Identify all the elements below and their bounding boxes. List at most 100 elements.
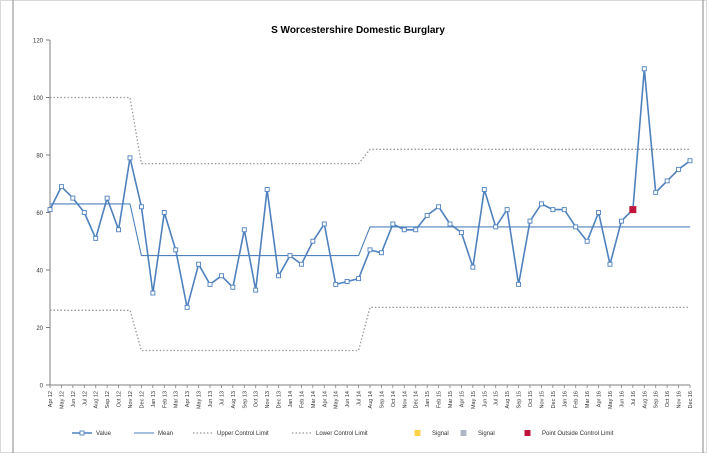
legend-label: Mean xyxy=(158,431,173,437)
value-marker xyxy=(687,158,693,164)
x-tick-label: Nov 13 xyxy=(265,391,271,408)
value-marker xyxy=(81,210,87,215)
series-line-mean xyxy=(50,203,690,257)
value-marker xyxy=(436,204,442,210)
x-tick-label: Nov 15 xyxy=(539,391,545,408)
y-tick-label: 80 xyxy=(36,154,43,160)
value-marker xyxy=(150,290,156,296)
value-marker xyxy=(58,184,64,190)
value-marker xyxy=(584,238,590,244)
x-tick-label: Sep 14 xyxy=(379,391,385,408)
x-tick-label: Dec 14 xyxy=(414,391,420,408)
value-marker xyxy=(230,284,236,290)
x-tick-label: Mar 14 xyxy=(311,391,317,408)
value-marker xyxy=(356,276,362,282)
x-tick-label: Oct 14 xyxy=(391,391,397,407)
x-tick-label: Jul 12 xyxy=(82,391,88,406)
x-tick-label: Jul 14 xyxy=(357,391,363,406)
x-tick-label: Jun 12 xyxy=(71,391,77,408)
x-tick-label: Apr 13 xyxy=(185,391,191,407)
x-tick-label: Oct 12 xyxy=(117,391,123,407)
x-tick-label: Dec 13 xyxy=(277,391,283,408)
value-marker xyxy=(184,304,190,310)
value-marker xyxy=(378,250,384,256)
x-tick-label: Apr 16 xyxy=(597,391,603,407)
value-marker xyxy=(207,281,213,287)
value-marker xyxy=(93,235,99,241)
value-marker xyxy=(641,66,647,72)
y-tick-label: 60 xyxy=(36,211,43,217)
value-marker xyxy=(538,201,544,207)
x-axis: Apr 12 May 12 Jun 12 Jul 12 Aug 12 Sep 12 Oct … xyxy=(48,384,694,409)
legend-swatch-marker xyxy=(460,430,467,436)
value-marker xyxy=(390,221,396,227)
legend-swatch-marker xyxy=(414,430,421,436)
value-marker xyxy=(241,227,247,233)
x-tick-label: Jul 15 xyxy=(494,391,500,406)
legend: Value Mean Upper Control Limit Lower Contro… xyxy=(72,430,614,437)
value-markers xyxy=(47,66,693,310)
series-line-upper-control-limit xyxy=(50,96,690,165)
value-marker xyxy=(504,207,510,213)
value-marker xyxy=(276,273,282,279)
legend-label: Upper Control Limit xyxy=(217,431,269,437)
outside-control-limit-marker xyxy=(629,206,637,214)
x-tick-label: Feb 16 xyxy=(574,391,580,408)
x-tick-label: Sep 16 xyxy=(654,391,660,408)
value-marker xyxy=(310,238,316,244)
value-marker xyxy=(596,210,602,215)
y-tick-label: 100 xyxy=(33,96,44,102)
legend-label: Signal xyxy=(432,431,449,437)
value-marker xyxy=(550,207,556,213)
value-marker xyxy=(321,221,327,227)
legend-label: Lower Control Limit xyxy=(316,431,368,437)
x-tick-label: Oct 13 xyxy=(254,391,260,407)
value-marker xyxy=(298,261,304,267)
x-tick-label: Mar 15 xyxy=(448,391,454,408)
value-marker xyxy=(413,227,419,233)
x-tick-label: Dec 16 xyxy=(688,391,694,408)
x-tick-label: May 15 xyxy=(471,391,477,409)
value-marker xyxy=(470,264,476,270)
x-tick-label: May 16 xyxy=(608,391,614,409)
value-marker xyxy=(333,281,339,287)
x-tick-label: Oct 16 xyxy=(665,391,671,407)
value-marker xyxy=(161,210,167,215)
x-tick-label: May 13 xyxy=(197,391,203,409)
x-tick-label: Jan 14 xyxy=(288,391,294,408)
x-tick-label: Jun 14 xyxy=(345,391,351,408)
value-marker xyxy=(116,227,122,233)
value-marker xyxy=(527,218,533,224)
x-tick-label: Nov 12 xyxy=(128,391,134,408)
legend-label: Point Outside Control Limit xyxy=(542,431,614,437)
value-marker xyxy=(664,178,670,184)
value-marker xyxy=(196,261,202,267)
x-tick-label: Aug 14 xyxy=(368,391,374,408)
x-tick-label: Feb 13 xyxy=(162,391,168,408)
x-tick-label: Jul 13 xyxy=(219,391,225,406)
series-line-lower-control-limit xyxy=(50,306,690,352)
x-tick-label: Oct 15 xyxy=(528,391,534,407)
x-tick-label: May 12 xyxy=(59,391,65,409)
x-tick-label: Jun 16 xyxy=(619,391,625,408)
x-tick-label: Jan 13 xyxy=(151,391,157,408)
x-tick-label: Sep 13 xyxy=(242,391,248,408)
value-marker xyxy=(493,224,499,230)
value-marker xyxy=(516,281,522,287)
x-tick-label: Jun 13 xyxy=(208,391,214,408)
x-tick-label: Apr 14 xyxy=(322,391,328,407)
x-tick-label: May 14 xyxy=(334,391,340,409)
value-marker xyxy=(173,247,179,253)
x-tick-label: Aug 13 xyxy=(231,391,237,408)
value-marker xyxy=(607,261,613,267)
legend-swatch-marker xyxy=(79,430,85,436)
legend-label: Signal xyxy=(478,431,495,437)
x-tick-label: Jun 15 xyxy=(482,391,488,408)
x-tick-label: Apr 12 xyxy=(48,391,54,407)
value-marker xyxy=(287,253,293,259)
x-tick-label: Aug 12 xyxy=(94,391,100,408)
value-marker xyxy=(676,166,682,172)
value-marker xyxy=(481,187,487,192)
x-tick-label: Mar 16 xyxy=(585,391,591,408)
